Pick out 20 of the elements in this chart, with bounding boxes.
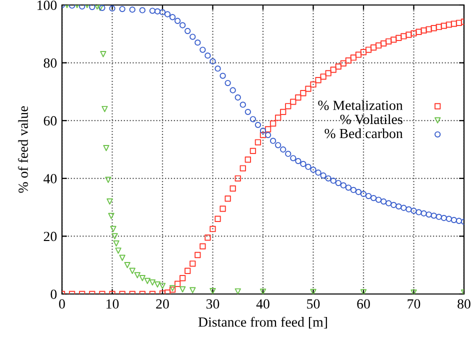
y-tick-label: 60 [44,116,57,126]
x-tick-label: 80 [458,299,470,309]
y-tick-label: 20 [44,232,57,242]
y-tick-label: 80 [44,58,57,68]
legend-label: % Bed carbon [324,128,403,138]
y-axis-title: % of feed value [18,106,28,193]
y-tick-label: 100 [38,0,57,10]
x-tick-label: 0 [59,299,65,309]
x-tick-label: 10 [106,299,119,309]
legend-label: % Metalization [318,100,403,110]
x-tick-label: 70 [408,299,420,309]
x-tick-label: 60 [357,299,370,309]
x-tick-label: 30 [206,299,220,309]
x-tick-label: 20 [156,299,169,309]
x-tick-label: 40 [256,299,270,309]
x-axis-title: Distance from feed [m] [198,316,327,329]
y-tick-label: 40 [44,174,57,184]
legend-label: % Volatiles [340,114,402,124]
x-tick-label: 50 [307,299,320,309]
y-tick-label: 0 [50,290,57,299]
